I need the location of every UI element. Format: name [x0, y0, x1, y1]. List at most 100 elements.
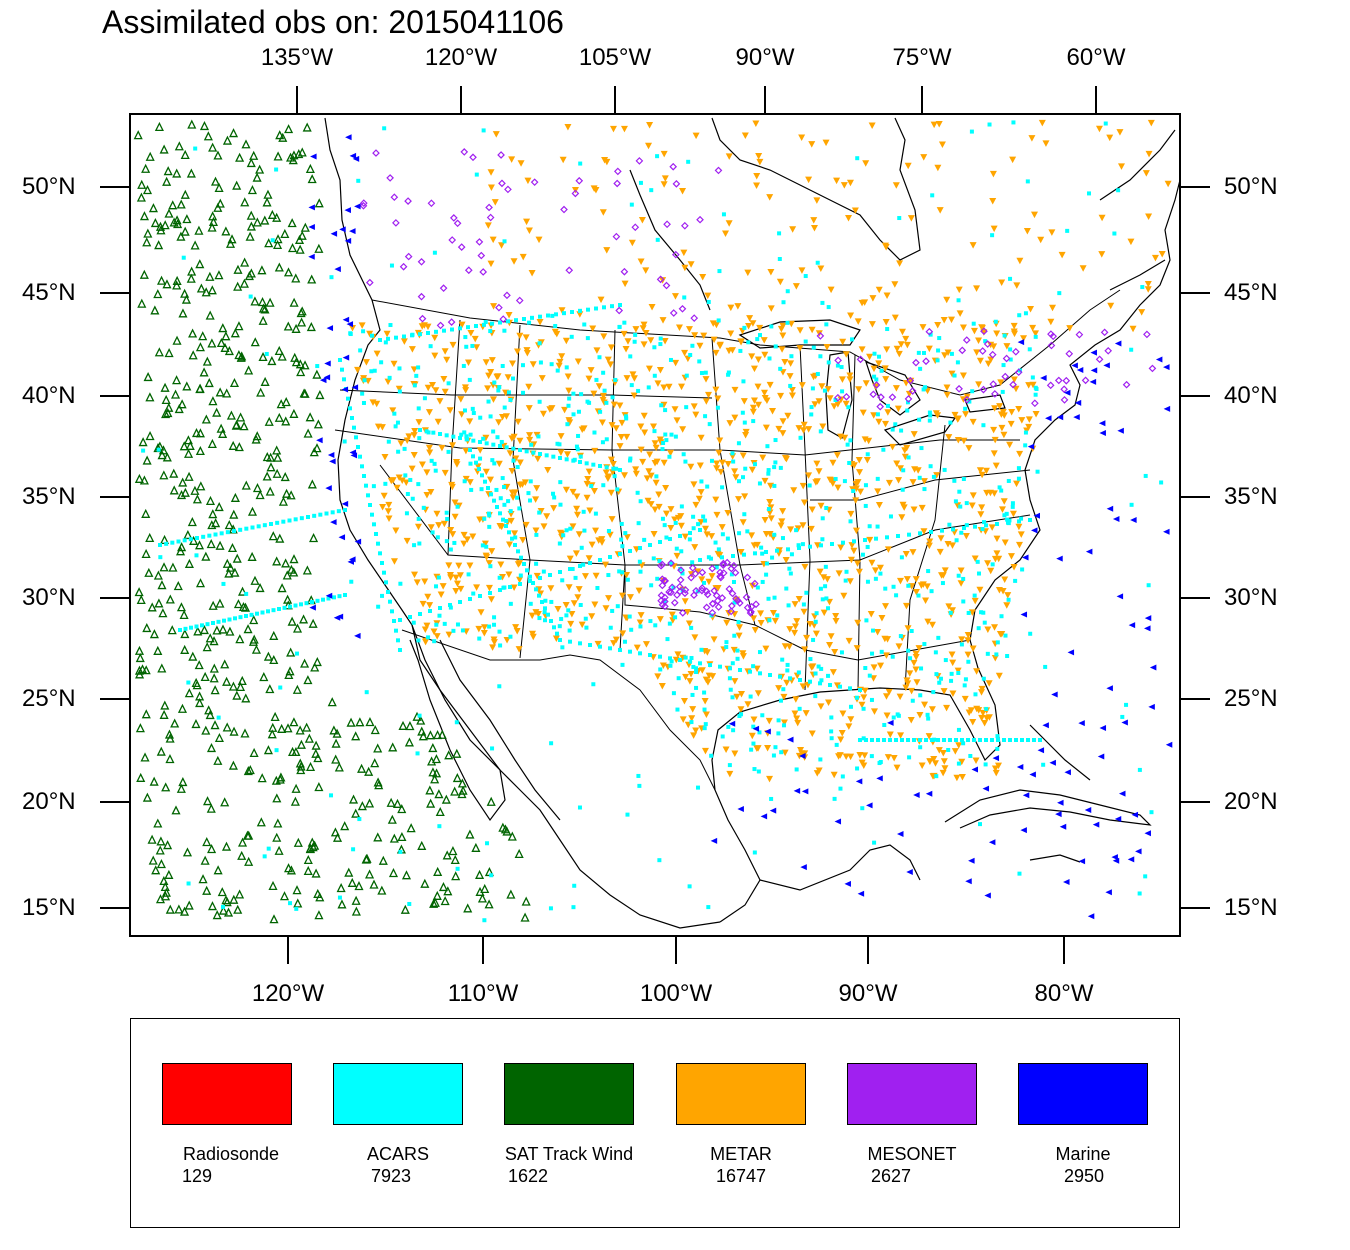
obs-marker [748, 353, 756, 360]
obs-marker [392, 619, 396, 623]
obs-marker [699, 371, 704, 376]
obs-marker [658, 336, 663, 341]
obs-marker [1164, 180, 1172, 188]
obs-marker [808, 141, 816, 148]
obs-marker [671, 250, 680, 259]
obs-marker [705, 484, 710, 489]
hudson-bay-coast [711, 117, 921, 261]
obs-marker [916, 350, 921, 355]
obs-marker [558, 502, 563, 507]
top-lon-label-90w: 90°W [735, 44, 795, 71]
obs-marker [160, 700, 170, 710]
obs-marker [477, 467, 481, 471]
obs-marker [308, 253, 315, 260]
obs-marker [620, 267, 629, 276]
obs-marker [497, 385, 502, 390]
obs-marker [885, 535, 889, 540]
obs-marker [418, 461, 426, 469]
obs-marker [578, 621, 586, 629]
obs-marker [482, 918, 487, 923]
obs-marker [336, 509, 341, 514]
obs-marker [598, 644, 602, 649]
map-background [130, 114, 1180, 936]
obs-marker [536, 319, 544, 326]
obs-marker [154, 121, 164, 132]
obs-marker [398, 477, 406, 485]
left-lat-label-45n: 45°N [22, 279, 76, 306]
obs-marker [997, 485, 1002, 490]
obs-marker [951, 411, 959, 419]
obs-marker [443, 886, 453, 896]
obs-marker [528, 579, 532, 583]
obs-marker [671, 293, 679, 300]
obs-marker [991, 765, 999, 772]
obs-marker [930, 738, 934, 742]
obs-marker [380, 561, 384, 565]
obs-marker [232, 529, 236, 533]
obs-marker [623, 375, 631, 382]
obs-marker [237, 586, 248, 596]
obs-marker [578, 460, 582, 464]
state-line-b [512, 324, 531, 659]
obs-marker [285, 666, 295, 676]
obs-marker [737, 805, 744, 812]
obs-marker [579, 392, 584, 397]
obs-marker [392, 219, 400, 227]
obs-marker [973, 524, 977, 529]
obs-marker [591, 447, 599, 455]
obs-marker [515, 296, 524, 305]
obs-marker [569, 334, 574, 339]
obs-marker [818, 681, 822, 686]
obs-marker [984, 892, 991, 899]
obs-marker [394, 335, 398, 340]
obs-marker [803, 274, 808, 279]
obs-marker [610, 608, 615, 613]
obs-marker [538, 360, 543, 365]
obs-marker [256, 387, 266, 397]
obs-marker [205, 271, 215, 281]
obs-marker [209, 636, 219, 646]
obs-marker [751, 664, 756, 669]
obs-marker [929, 589, 934, 594]
obs-marker [598, 539, 606, 546]
obs-marker [463, 536, 471, 543]
obs-marker [730, 646, 738, 654]
obs-marker [605, 595, 613, 602]
obs-marker [500, 476, 505, 481]
obs-marker [1003, 633, 1008, 638]
obs-marker [164, 208, 174, 218]
obs-marker [478, 440, 482, 444]
obs-marker [925, 733, 933, 740]
obs-marker [283, 723, 293, 733]
obs-marker [673, 552, 681, 560]
right-lat-label-15n: 15°N [1224, 894, 1278, 921]
obs-marker [639, 325, 647, 332]
obs-marker [262, 452, 272, 462]
obs-marker [427, 524, 435, 531]
obs-marker [582, 528, 587, 533]
obs-marker [948, 420, 953, 425]
obs-marker [995, 746, 1000, 751]
obs-marker [452, 540, 457, 545]
obs-marker [674, 651, 682, 658]
obs-marker [289, 297, 299, 307]
obs-marker [479, 487, 484, 492]
obs-marker [1047, 318, 1055, 326]
obs-marker [244, 365, 254, 375]
obs-marker [419, 600, 427, 608]
obs-marker [848, 686, 852, 691]
obs-marker [527, 320, 532, 325]
obs-marker [156, 275, 167, 285]
obs-marker [416, 406, 421, 411]
obs-marker [203, 131, 213, 141]
obs-marker [572, 550, 580, 557]
obs-marker [159, 144, 169, 154]
obs-marker [597, 355, 602, 360]
obs-marker [1056, 555, 1063, 562]
obs-marker [727, 607, 735, 616]
obs-marker [1013, 282, 1021, 289]
obs-marker [785, 643, 793, 651]
obs-marker [885, 479, 893, 487]
map-frame [129, 113, 1181, 937]
obs-marker [1025, 416, 1033, 423]
